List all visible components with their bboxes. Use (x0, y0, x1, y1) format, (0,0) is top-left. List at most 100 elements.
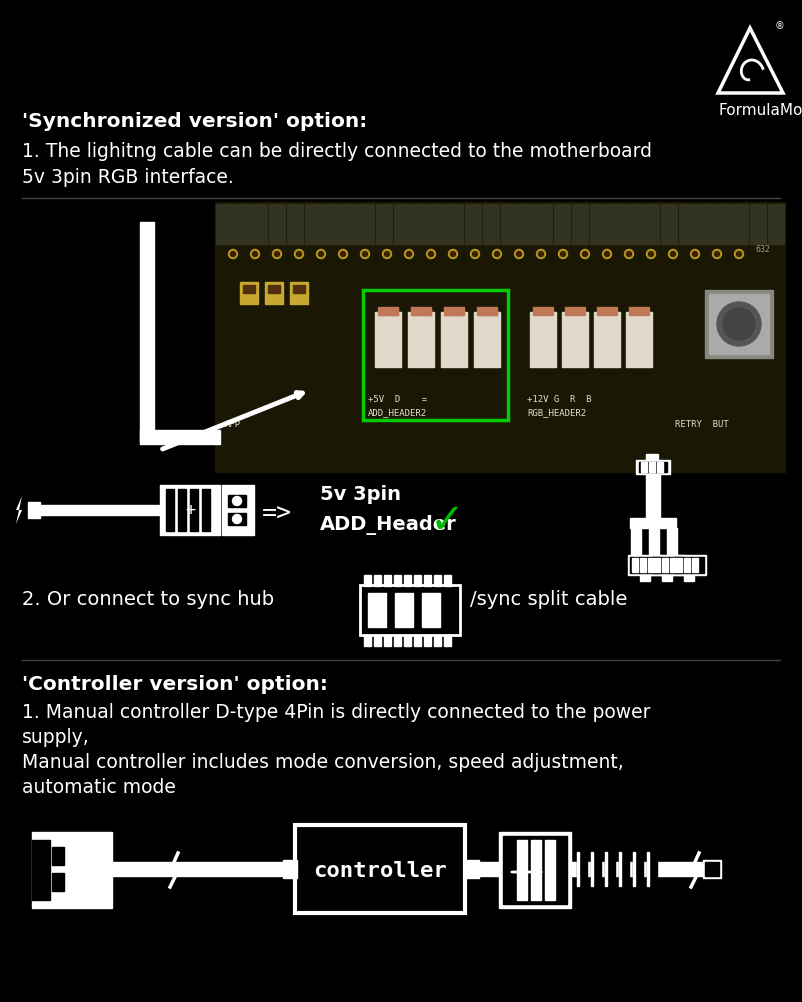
Bar (531, 840, 541, 900)
Bar (240, 282, 258, 304)
Circle shape (363, 252, 367, 257)
Bar (32, 840, 50, 900)
Circle shape (712, 249, 722, 259)
Circle shape (428, 252, 434, 257)
Circle shape (274, 252, 280, 257)
Text: AFP: AFP (225, 420, 241, 429)
Bar (268, 285, 280, 293)
Bar (619, 852, 621, 886)
Bar (647, 852, 657, 886)
Circle shape (233, 497, 241, 505)
Bar (233, 204, 249, 244)
Bar (283, 860, 297, 878)
Bar (626, 312, 652, 367)
Bar (678, 204, 695, 244)
Bar (215, 202, 785, 472)
Bar (363, 290, 508, 420)
Bar (626, 204, 642, 244)
Text: /sync split cable: /sync split cable (470, 590, 627, 609)
Text: =>: => (262, 502, 292, 526)
Bar (676, 558, 682, 572)
Bar (222, 485, 254, 535)
Bar (424, 575, 431, 586)
Bar (160, 485, 220, 535)
Bar (390, 309, 398, 315)
Bar (692, 558, 698, 572)
Bar (536, 204, 553, 244)
Bar (594, 312, 620, 367)
Circle shape (451, 252, 456, 257)
Circle shape (691, 249, 699, 259)
Circle shape (407, 252, 411, 257)
Bar (364, 635, 371, 646)
Circle shape (317, 249, 326, 259)
Bar (251, 204, 267, 244)
Bar (265, 282, 283, 304)
Bar (360, 585, 460, 635)
Bar (662, 558, 668, 572)
Bar (483, 204, 499, 244)
Bar (293, 285, 305, 293)
Bar (411, 307, 431, 315)
Bar (376, 204, 392, 244)
Text: 'Synchronized version' option:: 'Synchronized version' option: (22, 112, 367, 131)
Bar (633, 852, 643, 886)
Text: automatic mode: automatic mode (22, 778, 176, 797)
Bar (364, 575, 371, 586)
Bar (216, 204, 232, 244)
Bar (374, 575, 381, 586)
Bar (670, 558, 676, 572)
Bar (750, 204, 766, 244)
Circle shape (561, 252, 565, 257)
Bar (408, 312, 434, 367)
Bar (641, 462, 647, 472)
Bar (478, 309, 486, 315)
Bar (646, 454, 658, 461)
Circle shape (715, 252, 719, 257)
Bar (379, 309, 387, 315)
Bar (269, 204, 286, 244)
Circle shape (230, 252, 236, 257)
Circle shape (384, 252, 390, 257)
Bar (652, 557, 682, 573)
Bar (445, 309, 453, 315)
Bar (394, 204, 410, 244)
Bar (374, 635, 381, 646)
Circle shape (297, 252, 302, 257)
Bar (715, 204, 731, 244)
Bar (166, 489, 174, 531)
Circle shape (229, 249, 237, 259)
Bar (441, 312, 467, 367)
Bar (572, 204, 588, 244)
Circle shape (383, 249, 391, 259)
Circle shape (253, 252, 257, 257)
Bar (28, 502, 40, 518)
Text: supply,: supply, (22, 728, 90, 747)
Text: FormulaMod: FormulaMod (718, 103, 802, 118)
Bar (639, 462, 667, 472)
Bar (533, 307, 553, 315)
Circle shape (471, 249, 480, 259)
Bar (684, 575, 694, 581)
Bar (628, 555, 662, 575)
Bar (657, 462, 663, 472)
Bar (636, 460, 670, 474)
Bar (414, 575, 421, 586)
Bar (358, 204, 375, 244)
Bar (640, 575, 650, 581)
Bar (489, 309, 497, 315)
Bar (643, 204, 659, 244)
Bar (705, 290, 773, 358)
Polygon shape (16, 496, 22, 524)
Bar (477, 307, 497, 315)
Bar (571, 862, 716, 876)
Bar (696, 204, 713, 244)
Circle shape (602, 249, 611, 259)
Bar (607, 204, 624, 244)
Bar (465, 860, 479, 878)
Bar (465, 204, 481, 244)
Circle shape (537, 249, 545, 259)
Bar (633, 852, 635, 886)
Bar (228, 513, 246, 525)
Bar (565, 307, 585, 315)
